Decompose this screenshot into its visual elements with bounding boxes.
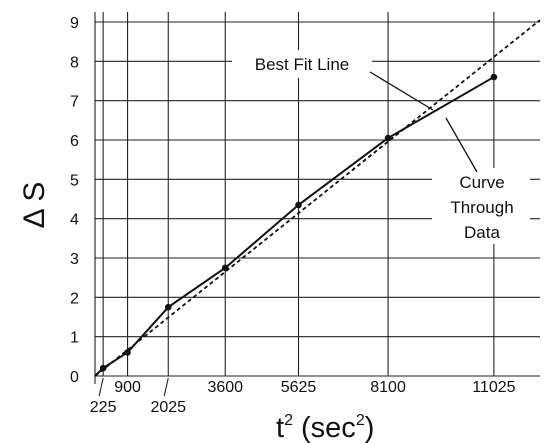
y-tick-label: 6 <box>70 133 79 150</box>
annotations: Best Fit Line Curve Through Data <box>232 50 530 244</box>
x-tick-label: 3600 <box>207 379 243 396</box>
data-point <box>221 264 229 272</box>
best-fit-line <box>94 19 541 377</box>
x-axis-label: t2 (sec2) <box>276 412 374 443</box>
x-tick-label: 11025 <box>472 379 515 396</box>
x-tick-label: 8100 <box>370 379 406 396</box>
y-tick-label: 2 <box>70 290 79 307</box>
data-point <box>99 364 107 372</box>
x-axis-label-sup2: 2 <box>356 412 365 429</box>
x-tick-label: 5625 <box>281 379 317 396</box>
curves <box>94 19 541 377</box>
y-tick-label: 5 <box>70 172 79 189</box>
y-tick-label: 1 <box>70 330 79 347</box>
x-tick-leader <box>163 377 169 397</box>
data-point <box>384 134 392 142</box>
y-tick-label: 4 <box>70 212 79 229</box>
data-point <box>295 201 302 209</box>
annotation-best-fit-leader <box>369 71 434 111</box>
x-tick-leader <box>98 377 104 397</box>
y-tick-label: 3 <box>70 251 79 268</box>
data-point <box>490 73 498 81</box>
annotation-curve-label: Data <box>464 223 500 242</box>
curve-through-data <box>94 76 495 377</box>
data-point <box>164 303 172 311</box>
x-axis-label-sup: 2 <box>284 412 293 429</box>
x-tick-label: 2025 <box>150 399 186 416</box>
annotation-curve-label: Curve <box>459 173 504 192</box>
annotation-best-fit-label: Best Fit Line <box>255 55 350 74</box>
annotation-curve-leader <box>445 117 478 173</box>
x-axis-label-base: t <box>276 412 284 443</box>
x-tick-label: 900 <box>114 379 141 396</box>
annotation-curve-label: Through <box>450 198 513 217</box>
y-tick-label: 7 <box>70 94 79 111</box>
y-tick-label: 0 <box>70 369 79 386</box>
x-axis-label-rest: (sec <box>293 412 356 443</box>
tick-labels: 0 1 2 3 4 5 6 7 8 9 225 900 2025 3600 5625 8100 11025 <box>70 15 516 416</box>
y-axis-label: Δ S <box>18 182 51 229</box>
x-tick-label: 225 <box>90 399 117 416</box>
data-points <box>99 73 498 372</box>
x-axis-label-close: ) <box>365 412 375 443</box>
annotation-bg <box>432 168 530 244</box>
y-tick-label: 8 <box>70 54 79 71</box>
annotation-bg <box>232 50 372 78</box>
data-point <box>124 349 131 356</box>
y-tick-label: 9 <box>70 15 79 32</box>
